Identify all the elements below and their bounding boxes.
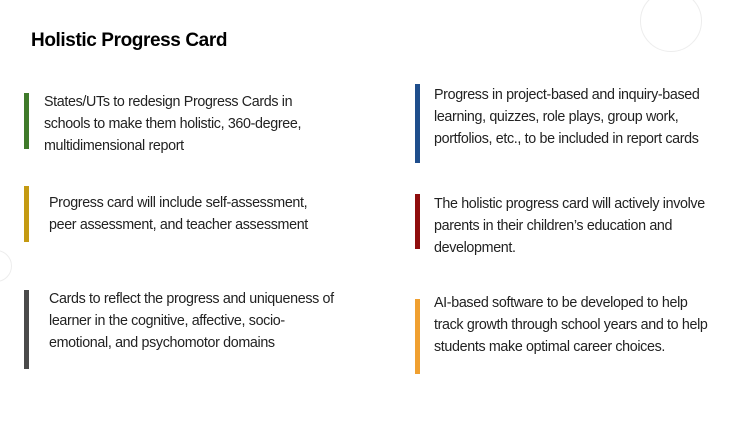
accent-bar	[24, 186, 29, 242]
point-text: The holistic progress card will actively…	[434, 196, 705, 256]
accent-bar	[415, 299, 420, 374]
point-text: States/UTs to redesign Progress Cards in…	[44, 94, 302, 154]
accent-bar	[415, 84, 420, 163]
background-doodle	[640, 0, 702, 52]
accent-bar	[24, 290, 29, 369]
background-doodle	[0, 250, 12, 282]
page-title: Holistic Progress Card	[31, 30, 228, 51]
point-text: AI-based software to be developed to hel…	[434, 295, 708, 355]
point-text: Cards to reflect the progress and unique…	[49, 291, 334, 351]
accent-bar	[24, 93, 29, 149]
point-text: Progress card will include self-assessme…	[49, 195, 308, 233]
point-text: Progress in project-based and inquiry-ba…	[434, 87, 700, 147]
accent-bar	[415, 194, 420, 249]
